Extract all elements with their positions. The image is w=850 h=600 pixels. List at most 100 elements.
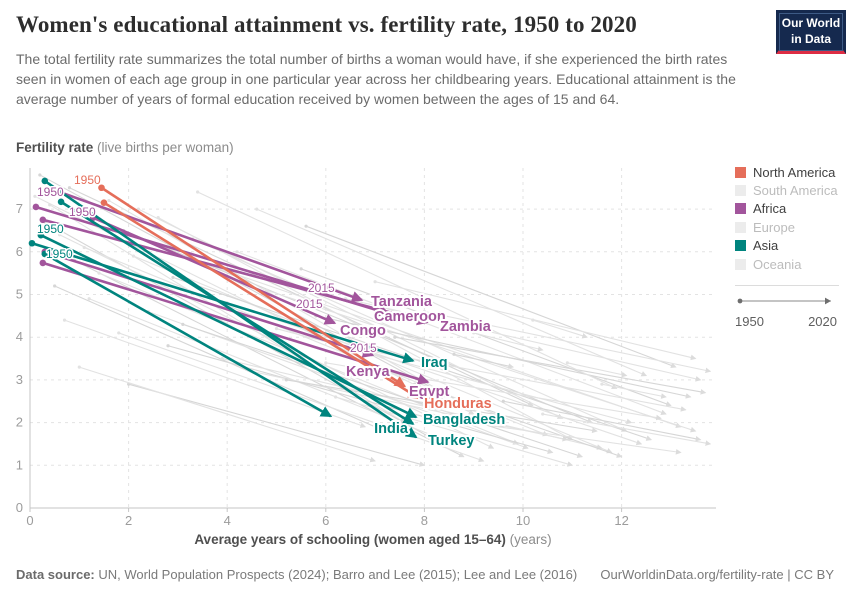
legend-item-asia[interactable]: Asia — [735, 237, 847, 255]
country-label-honduras[interactable]: Honduras — [422, 394, 494, 414]
background-trajectory — [227, 302, 643, 446]
background-trajectory — [503, 400, 702, 442]
background-start-dot — [284, 378, 288, 382]
trajectory-zambia[interactable] — [39, 216, 429, 326]
background-trajectory — [256, 208, 648, 377]
y-axis-title: Fertility rate (live births per woman) — [16, 140, 234, 155]
country-label-turkey[interactable]: Turkey — [426, 431, 476, 451]
background-start-dot — [422, 309, 426, 314]
year-annotation: 2015 — [350, 341, 377, 355]
x-tick-label: 8 — [421, 513, 428, 528]
background-trajectory — [236, 251, 667, 416]
background-start-dot — [452, 352, 456, 356]
background-start-dot — [87, 297, 91, 301]
background-start-dot — [324, 361, 328, 365]
background-trajectory — [88, 298, 455, 445]
y-tick-label: 2 — [16, 415, 23, 430]
page-subtitle: The total fertility rate summarizes the … — [16, 51, 736, 107]
footer-datasource: Data source: UN, World Population Prospe… — [16, 567, 577, 582]
legend-swatch — [735, 240, 746, 252]
background-start-dot — [53, 284, 57, 288]
background-trajectory — [108, 200, 505, 428]
trajectory-honduras[interactable] — [100, 199, 420, 399]
country-label-congo[interactable]: Congo — [338, 321, 388, 341]
background-start-dot — [274, 327, 279, 331]
background-start-dot — [171, 275, 175, 280]
background-start-dot — [412, 382, 417, 386]
background-trajectory — [542, 413, 712, 446]
background-trajectory — [365, 349, 687, 412]
y-tick-label: 0 — [16, 500, 23, 515]
trajectory-asia-unlabeled[interactable] — [41, 250, 333, 418]
owid-logo[interactable]: Our World in Data — [776, 10, 846, 54]
country-label-iraq[interactable]: Iraq — [419, 353, 450, 373]
legend-label: South America — [753, 183, 838, 199]
x-tick-label: 6 — [322, 513, 329, 528]
background-trajectory — [49, 204, 406, 424]
background-trajectory — [64, 319, 367, 428]
background-start-dot — [48, 203, 52, 207]
background-start-dot — [156, 216, 160, 220]
background-trajectory — [532, 319, 588, 339]
country-label-tanzania[interactable]: Tanzania — [369, 292, 435, 312]
background-start-dot — [299, 267, 303, 271]
legend-item-south-america[interactable]: South America — [735, 181, 847, 199]
legend-swatch — [735, 258, 746, 270]
background-start-dot — [334, 395, 338, 399]
year-annotation: 1950 — [74, 173, 101, 187]
background-start-dot — [304, 224, 308, 228]
background-start-dot — [33, 194, 37, 198]
background-start-dot — [531, 318, 535, 322]
country-label-zambia[interactable]: Zambia — [438, 317, 494, 337]
background-start-dot — [196, 190, 200, 194]
background-start-dot — [97, 271, 101, 275]
timeline-end[interactable]: 2020 — [808, 314, 837, 330]
background-trajectory — [567, 362, 628, 378]
legend-items: North America South America Africa Europe As… — [735, 163, 847, 273]
country-label-cameroon[interactable]: Cameroon — [372, 307, 448, 327]
background-trajectory — [414, 383, 623, 458]
background-start-dot — [541, 412, 545, 416]
y-tick-label: 6 — [16, 244, 23, 259]
legend-item-north-america[interactable]: North America — [735, 163, 847, 181]
legend-item-oceania[interactable]: Oceania — [735, 255, 847, 273]
background-trajectory — [39, 174, 450, 398]
background-start-dot — [166, 344, 170, 348]
background-start-dot — [467, 421, 471, 425]
owid-logo-line2: in Data — [790, 31, 831, 46]
legend-label: North America — [753, 164, 836, 180]
background-start-dot — [373, 280, 377, 284]
legend-item-europe[interactable]: Europe — [735, 218, 847, 236]
trajectory-egypt[interactable] — [39, 259, 430, 385]
trajectory-na-unlabeled[interactable] — [98, 184, 407, 388]
background-trajectory — [424, 311, 712, 374]
timeline-arrow[interactable] — [735, 295, 839, 307]
year-annotation: 1950 — [37, 222, 64, 236]
footer: Data source: UN, World Population Prospe… — [16, 567, 834, 582]
footer-cc-by[interactable]: CC BY — [794, 567, 834, 582]
x-tick-label: 4 — [224, 513, 231, 528]
background-start-dot — [565, 361, 569, 365]
legend-label: Asia — [753, 238, 779, 254]
background-start-dot — [57, 233, 62, 237]
page-title: Women's educational attainment vs. ferti… — [16, 12, 637, 37]
year-annotation: 1950 — [46, 247, 73, 261]
country-label-kenya[interactable]: Kenya — [344, 362, 392, 382]
country-label-egypt[interactable]: Egypt — [407, 382, 451, 402]
x-tick-label: 12 — [614, 513, 628, 528]
year-annotation: 1950 — [69, 205, 96, 219]
year-annotation: 2015 — [308, 281, 335, 295]
country-label-bangladesh[interactable]: Bangladesh — [421, 410, 507, 430]
background-start-dot — [255, 207, 259, 211]
background-start-dot — [77, 365, 81, 369]
legend-divider — [735, 285, 839, 287]
background-trajectory — [374, 281, 697, 361]
footer-license: OurWorldinData.org/fertility-rate | CC B… — [600, 567, 834, 582]
footer-link[interactable]: OurWorldinData.org/fertility-rate — [600, 567, 784, 582]
timeline-start[interactable]: 1950 — [735, 314, 764, 330]
legend-item-africa[interactable]: Africa — [735, 200, 847, 218]
background-trajectory — [79, 366, 376, 463]
trajectory-turkey[interactable] — [41, 177, 418, 439]
country-label-india[interactable]: India — [372, 419, 411, 439]
